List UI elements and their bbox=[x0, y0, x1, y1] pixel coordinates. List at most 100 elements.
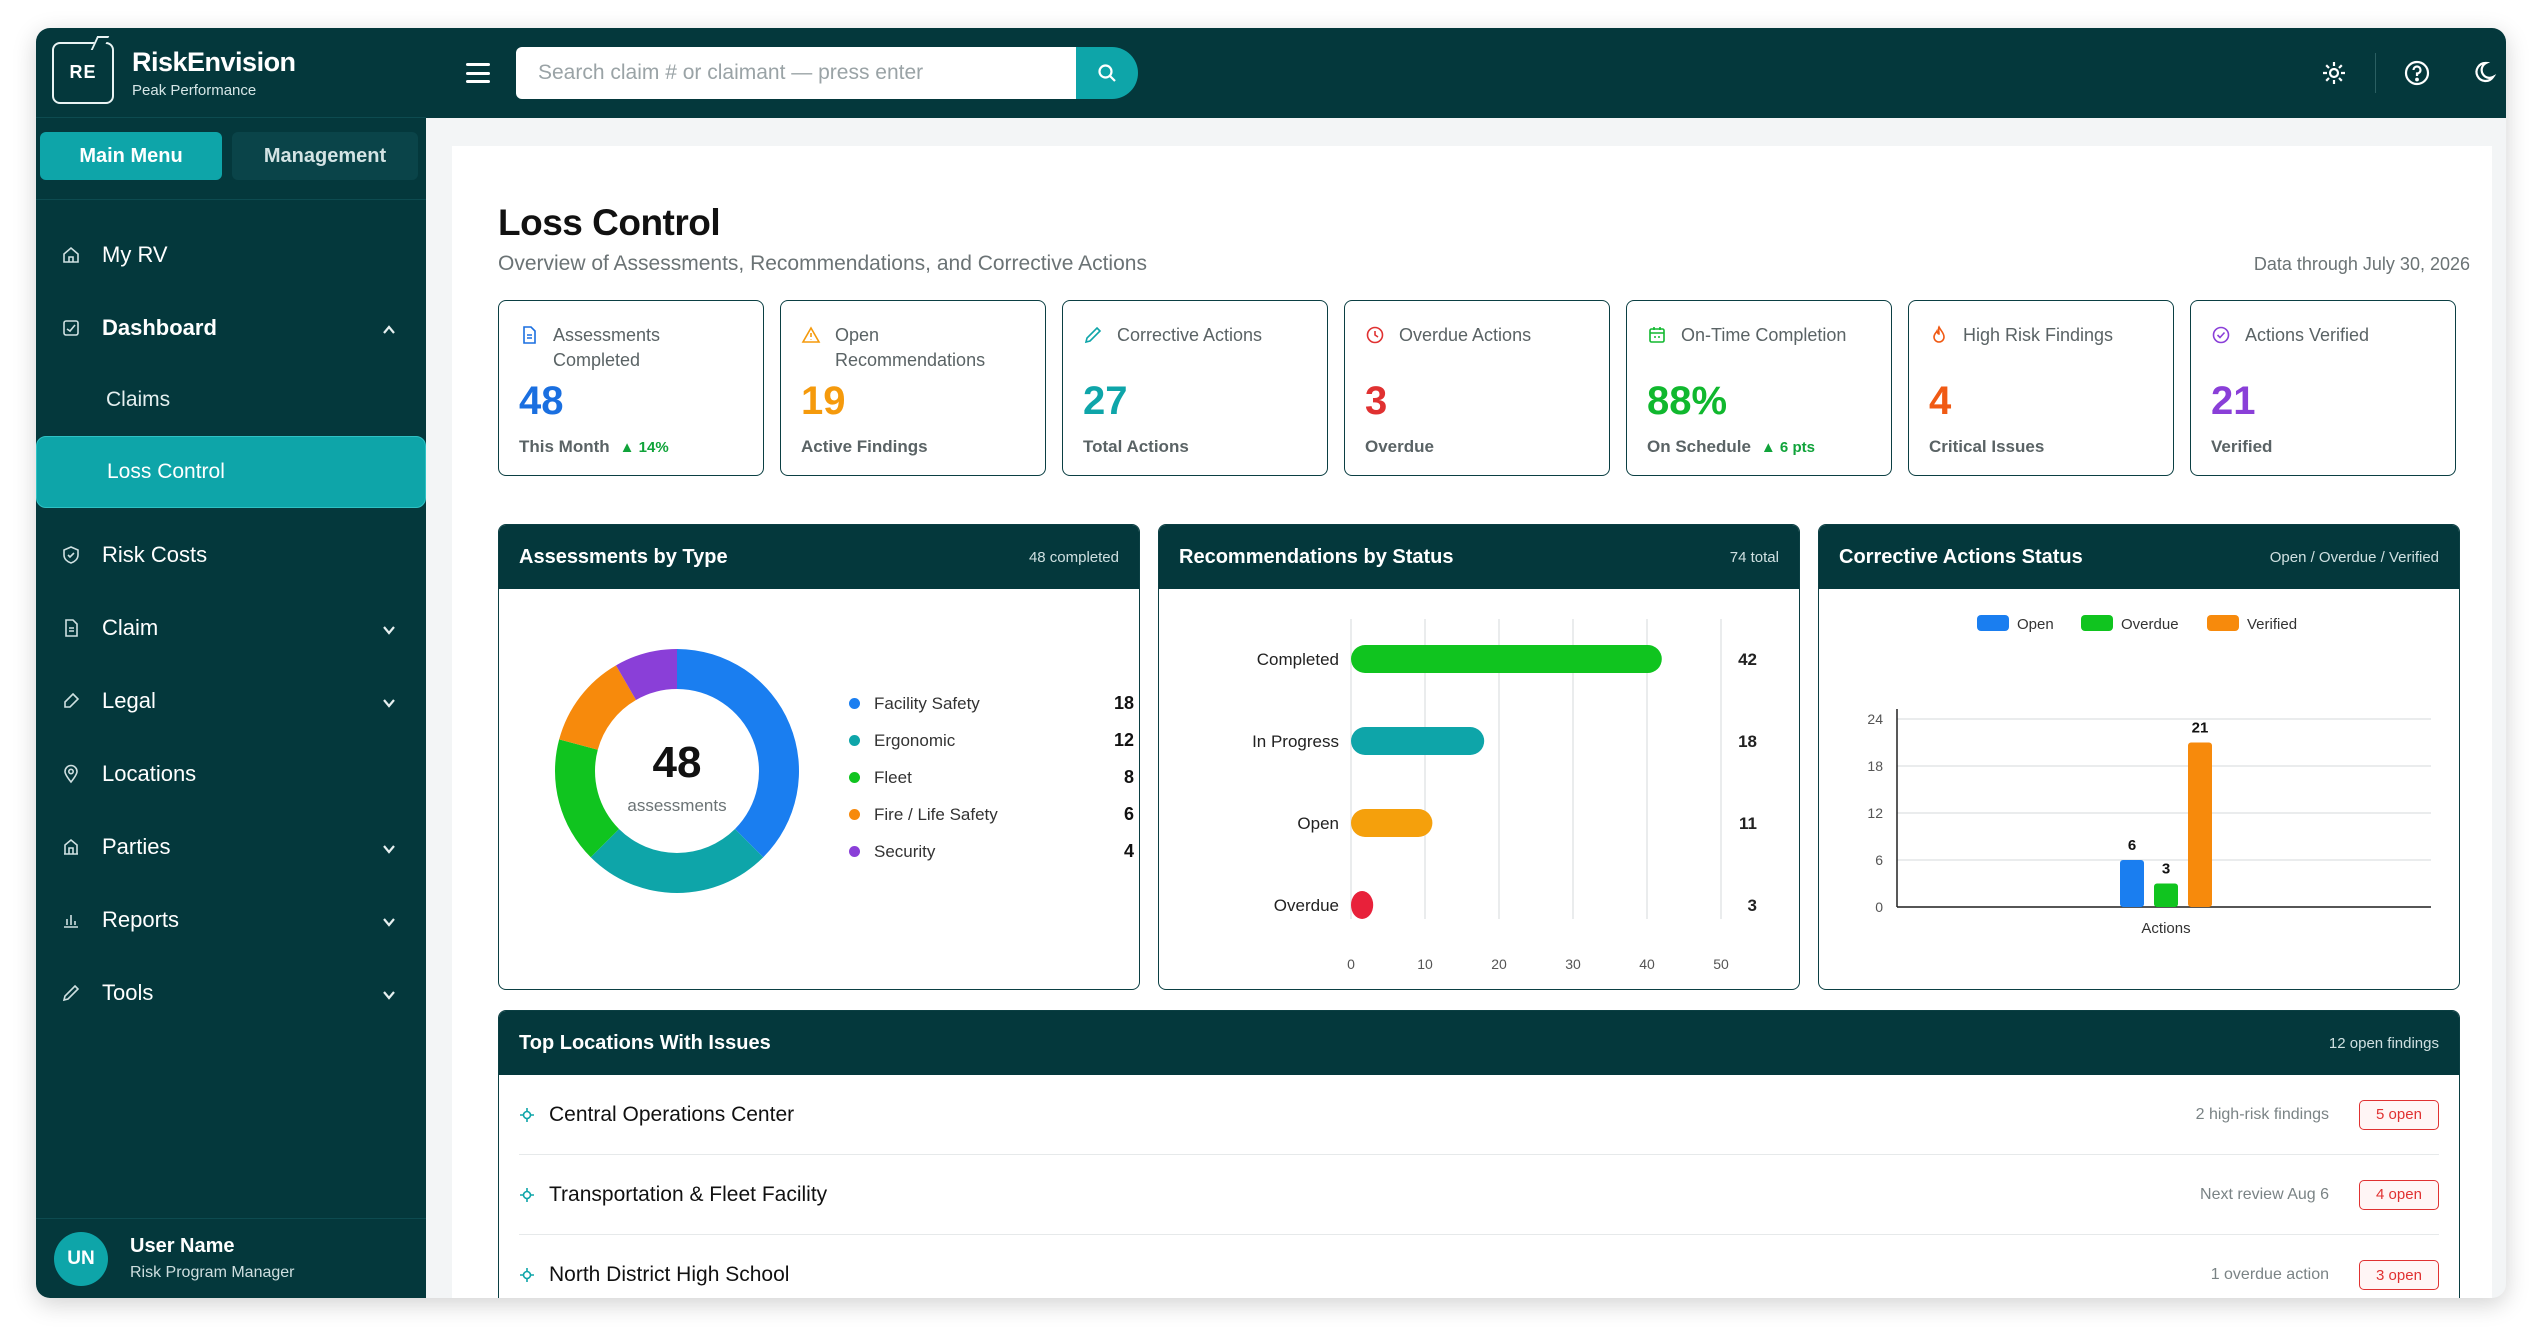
location-note: 2 high-risk findings bbox=[2195, 1105, 2329, 1123]
top-icons bbox=[2319, 28, 2506, 118]
location-row[interactable]: Central Operations Center 2 high-risk fin… bbox=[519, 1075, 2439, 1155]
user-role: Risk Program Manager bbox=[130, 1264, 295, 1281]
kpi-label: Assessments Completed bbox=[519, 323, 743, 373]
sidebar-item-label: Parties bbox=[102, 833, 171, 859]
donut-slice[interactable] bbox=[590, 828, 764, 893]
legend-value: 18 bbox=[1113, 693, 1134, 713]
kpi-card[interactable]: Corrective Actions 27 Total Actions bbox=[1062, 300, 1328, 476]
kpi-label: Corrective Actions bbox=[1083, 323, 1307, 348]
chevron-up-icon[interactable] bbox=[382, 317, 396, 334]
gear-icon[interactable] bbox=[2319, 58, 2349, 88]
bar[interactable] bbox=[1351, 809, 1433, 837]
sidebar-item-tools[interactable]: Tools bbox=[36, 956, 426, 1029]
legend-item: Fire / Life Safety 6 bbox=[849, 796, 1134, 833]
kpi-card[interactable]: Actions Verified 21 Verified bbox=[2190, 300, 2456, 476]
kpi-footer-text: Total Actions bbox=[1083, 437, 1189, 456]
legend-label: Facility Safety bbox=[874, 693, 980, 713]
location-name: Transportation & Fleet Facility bbox=[549, 1182, 828, 1206]
sidebar-item-my-rv[interactable]: My RV bbox=[36, 218, 426, 291]
sidebar-item-loss-control[interactable]: Loss Control bbox=[36, 436, 426, 508]
tab-management[interactable]: Management bbox=[232, 132, 418, 180]
vertical-bar-chart: 0 6 12 18 24 Open Overdue Verified 6 3 21 Actions bbox=[1867, 615, 2431, 937]
legend-value: 8 bbox=[1123, 767, 1134, 787]
menu-tabs: Main Menu Management bbox=[36, 118, 426, 200]
kpi-footer-text: Overdue bbox=[1365, 437, 1434, 456]
x-category-label: Actions bbox=[2141, 920, 2190, 937]
search-button[interactable] bbox=[1076, 47, 1138, 99]
search-icon bbox=[1098, 64, 1116, 82]
legend-dot bbox=[849, 735, 860, 746]
status-badge[interactable]: 5 open bbox=[2359, 1099, 2439, 1130]
donut-slice[interactable] bbox=[559, 665, 636, 750]
donut-slice[interactable] bbox=[616, 649, 677, 700]
legend-item: Facility Safety 18 bbox=[849, 685, 1134, 722]
sidebar-item-label: Reports bbox=[102, 906, 180, 932]
sidebar-item-parties[interactable]: Parties bbox=[36, 810, 426, 883]
kpi-label-text: Assessments Completed bbox=[553, 325, 661, 370]
x-tick-label: 40 bbox=[1639, 956, 1655, 972]
sidebar-item-risk-costs[interactable]: Risk Costs bbox=[36, 518, 426, 591]
kpi-label: On-Time Completion bbox=[1647, 323, 1871, 348]
y-category-label: Overdue bbox=[1274, 896, 1339, 915]
chevron-down-icon[interactable] bbox=[382, 836, 396, 854]
donut-chart: 48 assessments bbox=[555, 649, 799, 893]
sidebar-item-locations[interactable]: Locations bbox=[36, 737, 426, 810]
location-row[interactable]: Transportation & Fleet Facility Next revi… bbox=[519, 1155, 2439, 1235]
sidebar-item-label: Legal bbox=[102, 687, 156, 713]
legend-value: 4 bbox=[1123, 841, 1134, 861]
user-name: User Name bbox=[130, 1235, 235, 1257]
kpi-value: 21 bbox=[2211, 379, 2256, 423]
sidebar: RE RiskEnvision Peak Performance Main Me… bbox=[36, 28, 426, 1298]
user-profile[interactable]: UN User Name Risk Program Manager bbox=[36, 1218, 426, 1298]
bar[interactable] bbox=[2120, 860, 2144, 907]
donut-slice[interactable] bbox=[555, 739, 620, 858]
divider bbox=[2375, 53, 2376, 93]
kpi-footer-text: Critical Issues bbox=[1929, 437, 2045, 456]
kpi-footer: Verified bbox=[2211, 437, 2272, 457]
status-badge[interactable]: 3 open bbox=[2359, 1260, 2439, 1290]
sidebar-item-dashboard[interactable]: Dashboard bbox=[36, 291, 426, 364]
y-tick-label: 6 bbox=[1875, 852, 1883, 868]
tab-main-menu[interactable]: Main Menu bbox=[40, 132, 222, 180]
legend-dot bbox=[849, 698, 860, 709]
chevron-down-icon[interactable] bbox=[382, 617, 396, 635]
bar[interactable] bbox=[1351, 645, 1662, 673]
kpi-card[interactable]: High Risk Findings 4 Critical Issues bbox=[1908, 300, 2174, 476]
kpi-card[interactable]: On-Time Completion 88% On Schedule ▲ 6 pts bbox=[1626, 300, 1892, 476]
hamburger-menu-icon[interactable] bbox=[466, 63, 490, 83]
donut-slice[interactable] bbox=[677, 649, 799, 858]
brand[interactable]: RE RiskEnvision Peak Performance bbox=[36, 28, 426, 118]
status-badge[interactable]: 4 open bbox=[2359, 1179, 2439, 1210]
y-tick-label: 0 bbox=[1875, 899, 1883, 915]
bar[interactable] bbox=[1351, 891, 1374, 919]
bar[interactable] bbox=[2188, 742, 2212, 908]
location-row[interactable]: North District High School 1 overdue acti… bbox=[519, 1235, 2439, 1298]
legend-item: Security 4 bbox=[849, 833, 1134, 870]
chevron-down-icon[interactable] bbox=[382, 909, 396, 927]
shield-icon bbox=[60, 544, 82, 566]
data-date: Data through July 30, 2026 bbox=[2253, 254, 2470, 274]
sidebar-item-claim[interactable]: Claim bbox=[36, 591, 426, 664]
chevron-down-icon[interactable] bbox=[382, 982, 396, 1000]
sidebar-item-label: Risk Costs bbox=[102, 541, 208, 567]
page-title: Loss Control bbox=[498, 202, 721, 243]
sidebar-item-legal[interactable]: Legal bbox=[36, 664, 426, 737]
pencil-icon bbox=[1084, 326, 1102, 344]
moon-icon[interactable] bbox=[2472, 58, 2502, 88]
chevron-down-icon[interactable] bbox=[382, 690, 396, 708]
kpi-footer: Total Actions bbox=[1083, 437, 1189, 457]
x-tick-label: 20 bbox=[1491, 956, 1507, 972]
kpi-card[interactable]: Overdue Actions 3 Overdue bbox=[1344, 300, 1610, 476]
bar[interactable] bbox=[1351, 727, 1485, 755]
page-subtitle: Overview of Assessments, Recommendations… bbox=[498, 252, 1147, 275]
kpi-label: High Risk Findings bbox=[1929, 323, 2153, 348]
kpi-card[interactable]: Assessments Completed 48 This Month ▲ 14% bbox=[498, 300, 764, 476]
bar[interactable] bbox=[2154, 883, 2178, 908]
sidebar-item-reports[interactable]: Reports bbox=[36, 883, 426, 956]
kpi-label: Open Recommendations bbox=[801, 323, 1025, 373]
help-icon[interactable] bbox=[2402, 58, 2432, 88]
kpi-card[interactable]: Open Recommendations 19 Active Findings bbox=[780, 300, 1046, 476]
search-input[interactable] bbox=[516, 47, 1076, 99]
sidebar-item-claims[interactable]: Claims bbox=[106, 388, 171, 411]
brand-tagline: Peak Performance bbox=[132, 81, 257, 99]
